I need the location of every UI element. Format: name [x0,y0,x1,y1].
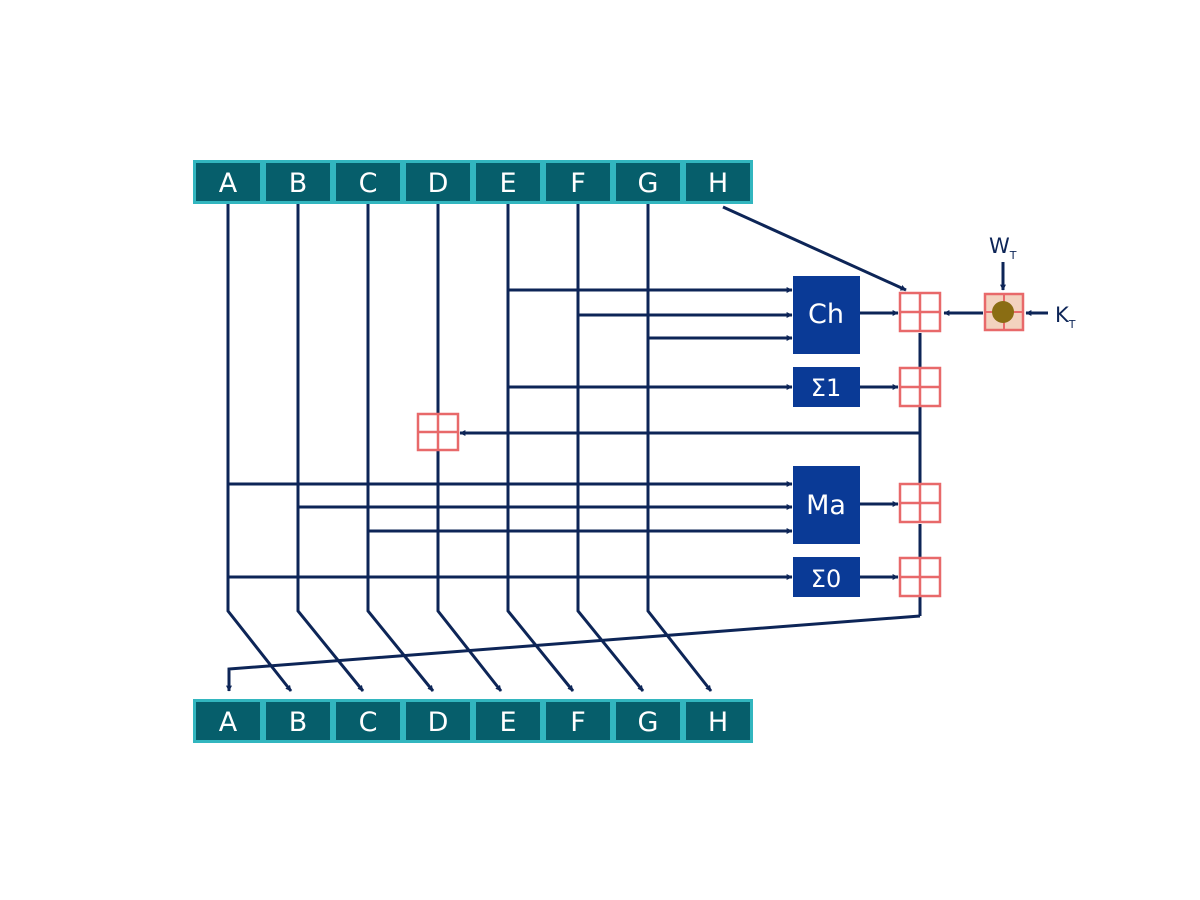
output-register-d: D [406,702,470,740]
output-register-c: C [336,702,400,740]
output-register-g-label: G [638,707,659,738]
input-register-c: C [336,163,400,201]
input-register-h-label: H [708,168,728,199]
input-register-b: B [266,163,330,201]
adder-sigma0 [898,556,942,598]
wire-d-adder-to-e [436,450,503,692]
wire-to-output-a [226,614,921,692]
input-register-a-label: A [219,168,238,199]
w-input-label: WT [989,234,1017,262]
wire-f-to-g [576,204,645,692]
wire-e-to-f [506,204,575,692]
wires [226,204,1048,692]
wire-h-to-adder [722,205,907,292]
input-register-h: H [686,163,750,201]
output-register-f-label: F [570,707,586,738]
input-register-d-label: D [428,168,449,199]
output-register-e: E [476,702,540,740]
adder-sigma1 [898,366,942,408]
sigma1-label: Σ1 [811,374,841,402]
input-register-e-label: E [499,168,516,199]
output-register-e-label: E [499,707,516,738]
input-register-c-label: C [359,168,378,199]
input-register-a: A [196,163,260,201]
input-registers: A B C D E F G H [193,160,753,204]
w-letter: W [989,234,1010,258]
ch-block: Ch [793,276,860,354]
sigma0-block: Σ0 [793,557,860,597]
wire-g-to-h [646,204,713,692]
w-subscript: T [1009,249,1017,262]
wire-b-to-c [296,204,365,692]
svg-text:KT: KT [1055,303,1076,331]
adder-d [416,412,460,452]
ch-label: Ch [808,299,844,330]
sigma1-block: Σ1 [793,367,860,407]
output-register-b-label: B [289,707,308,738]
svg-text:WT: WT [989,234,1017,262]
wire-c-to-d [366,204,435,692]
output-register-d-label: D [428,707,449,738]
output-register-a: A [196,702,260,740]
k-input-label: KT [1055,303,1076,331]
output-register-a-label: A [219,707,238,738]
ma-block: Ma [793,466,860,544]
output-register-g: G [616,702,680,740]
k-subscript: T [1068,318,1076,331]
adder-ma [898,482,942,524]
wk-combiner [983,292,1025,332]
output-register-h: H [686,702,750,740]
wire-a-to-b [226,204,293,692]
input-register-g: G [616,163,680,201]
output-register-c-label: C [359,707,378,738]
output-register-b: B [266,702,330,740]
ma-label: Ma [806,490,846,521]
input-register-b-label: B [289,168,308,199]
output-register-f: F [546,702,610,740]
adder-ch [898,291,942,333]
input-register-f: F [546,163,610,201]
input-register-e: E [476,163,540,201]
input-register-d: D [406,163,470,201]
output-registers: A B C D E F G H [193,699,753,743]
sigma0-label: Σ0 [811,565,841,593]
input-register-f-label: F [570,168,586,199]
output-register-h-label: H [708,707,728,738]
input-register-g-label: G [638,168,659,199]
k-letter: K [1055,303,1070,327]
